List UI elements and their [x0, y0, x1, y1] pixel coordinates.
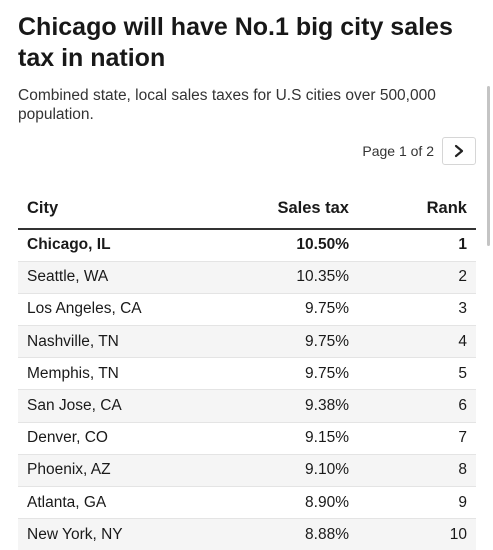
rank-cell: 5	[358, 357, 476, 391]
page-indicator: Page 1 of 2	[362, 143, 434, 159]
rank-cell: 8	[358, 454, 476, 488]
sales-tax-cell: 9.15%	[208, 422, 358, 455]
sales-tax-cell: 8.90%	[208, 486, 358, 520]
city-cell: Phoenix, AZ	[18, 454, 208, 488]
column-header-sales-tax[interactable]: Sales tax	[208, 189, 358, 230]
table-body: Chicago, IL 10.50% 1 Seattle, WA 10.35% 2 Los …	[18, 229, 476, 550]
city-cell: Memphis, TN	[18, 357, 208, 391]
sales-tax-cell: 8.88%	[208, 518, 358, 550]
rank-cell: 4	[358, 325, 476, 359]
table-row: Phoenix, AZ 9.10% 8	[18, 454, 476, 488]
table-row: Chicago, IL 10.50% 1	[18, 229, 476, 262]
scrollbar[interactable]	[487, 86, 490, 246]
city-cell: New York, NY	[18, 518, 208, 550]
pagination: Page 1 of 2	[362, 137, 476, 165]
table-row: San Jose, CA 9.38% 6	[18, 389, 476, 423]
table-header-row: City Sales tax Rank	[18, 189, 476, 230]
table-row: Memphis, TN 9.75% 5	[18, 357, 476, 391]
sales-tax-cell: 9.75%	[208, 325, 358, 359]
rank-cell: 9	[358, 486, 476, 520]
sales-tax-cell: 10.35%	[208, 261, 358, 294]
table-row: Seattle, WA 10.35% 2	[18, 261, 476, 294]
table-row: Denver, CO 9.15% 7	[18, 422, 476, 455]
city-cell: Denver, CO	[18, 422, 208, 455]
next-page-button[interactable]	[442, 137, 476, 165]
chart-title: Chicago will have No.1 big city sales ta…	[18, 13, 453, 72]
sales-tax-cell: 9.75%	[208, 293, 358, 327]
chevron-right-icon	[454, 144, 464, 158]
table-row: New York, NY 8.88% 10	[18, 518, 476, 550]
sales-tax-cell: 9.75%	[208, 357, 358, 391]
table-row: Atlanta, GA 8.90% 9	[18, 486, 476, 520]
column-header-city[interactable]: City	[18, 189, 208, 230]
chart-subtitle: Combined state, local sales taxes for U.…	[18, 87, 436, 123]
rank-cell: 7	[358, 422, 476, 455]
rank-cell: 2	[358, 261, 476, 294]
sales-tax-table: City Sales tax Rank Chicago, IL 10.50% 1 Se…	[18, 189, 476, 550]
rank-cell: 10	[358, 518, 476, 550]
sales-tax-cell: 9.10%	[208, 454, 358, 488]
rank-cell: 3	[358, 293, 476, 327]
rank-cell: 1	[358, 229, 476, 262]
city-cell: Atlanta, GA	[18, 486, 208, 520]
city-cell: Los Angeles, CA	[18, 293, 208, 327]
city-cell: Nashville, TN	[18, 325, 208, 359]
column-header-rank[interactable]: Rank	[358, 189, 476, 230]
table-row: Los Angeles, CA 9.75% 3	[18, 293, 476, 327]
city-cell: Seattle, WA	[18, 261, 208, 294]
city-cell: Chicago, IL	[18, 229, 208, 262]
sales-tax-cell: 10.50%	[208, 229, 358, 262]
rank-cell: 6	[358, 389, 476, 423]
sales-tax-cell: 9.38%	[208, 389, 358, 423]
city-cell: San Jose, CA	[18, 389, 208, 423]
table-row: Nashville, TN 9.75% 4	[18, 325, 476, 359]
